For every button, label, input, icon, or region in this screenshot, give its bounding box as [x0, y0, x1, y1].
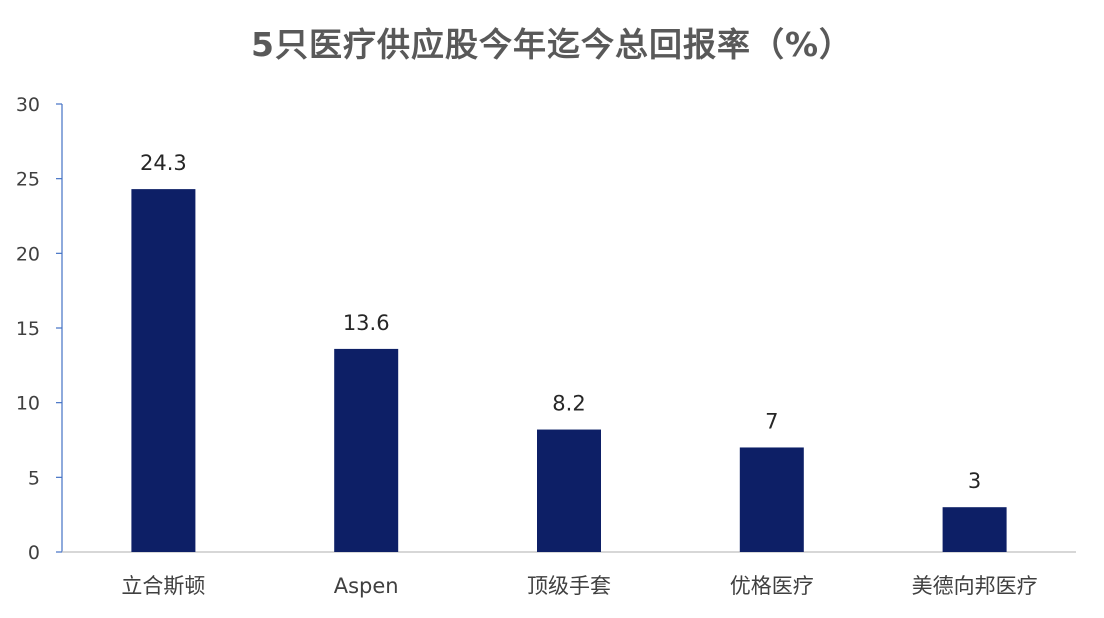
- bar: [334, 348, 399, 552]
- data-label: 3: [968, 469, 981, 493]
- data-label: 24.3: [140, 151, 187, 175]
- bars: [131, 189, 1007, 552]
- bar: [537, 429, 601, 552]
- y-tick-label: 5: [28, 467, 40, 489]
- x-category-label: 顶级手套: [527, 574, 611, 598]
- y-tick-label: 30: [16, 94, 40, 116]
- y-tick-label: 15: [16, 318, 40, 340]
- y-tick-label: 10: [16, 393, 40, 415]
- y-axis: 0 5 10 15 20 25 30: [16, 94, 63, 564]
- y-tick-label: 25: [16, 169, 40, 191]
- x-category-label: 立合斯顿: [121, 574, 205, 598]
- bar: [739, 447, 804, 552]
- y-tick-label: 0: [28, 542, 40, 564]
- x-axis: 立合斯顿 Aspen 顶级手套 优格医疗 美德向邦医疗: [62, 551, 1076, 598]
- chart-title: 5只医疗供应股今年迄今总回报率（%）: [250, 25, 854, 64]
- data-label: 7: [765, 409, 778, 433]
- bar: [942, 507, 1007, 552]
- data-label: 13.6: [343, 311, 390, 335]
- x-category-label: 优格医疗: [730, 574, 814, 598]
- data-label: 8.2: [552, 392, 585, 416]
- bar: [131, 189, 196, 552]
- x-category-label: Aspen: [334, 574, 399, 598]
- y-tick-label: 20: [16, 243, 40, 265]
- x-category-label: 美德向邦医疗: [912, 574, 1038, 598]
- data-labels: 24.3 13.6 8.2 7 3: [140, 151, 981, 493]
